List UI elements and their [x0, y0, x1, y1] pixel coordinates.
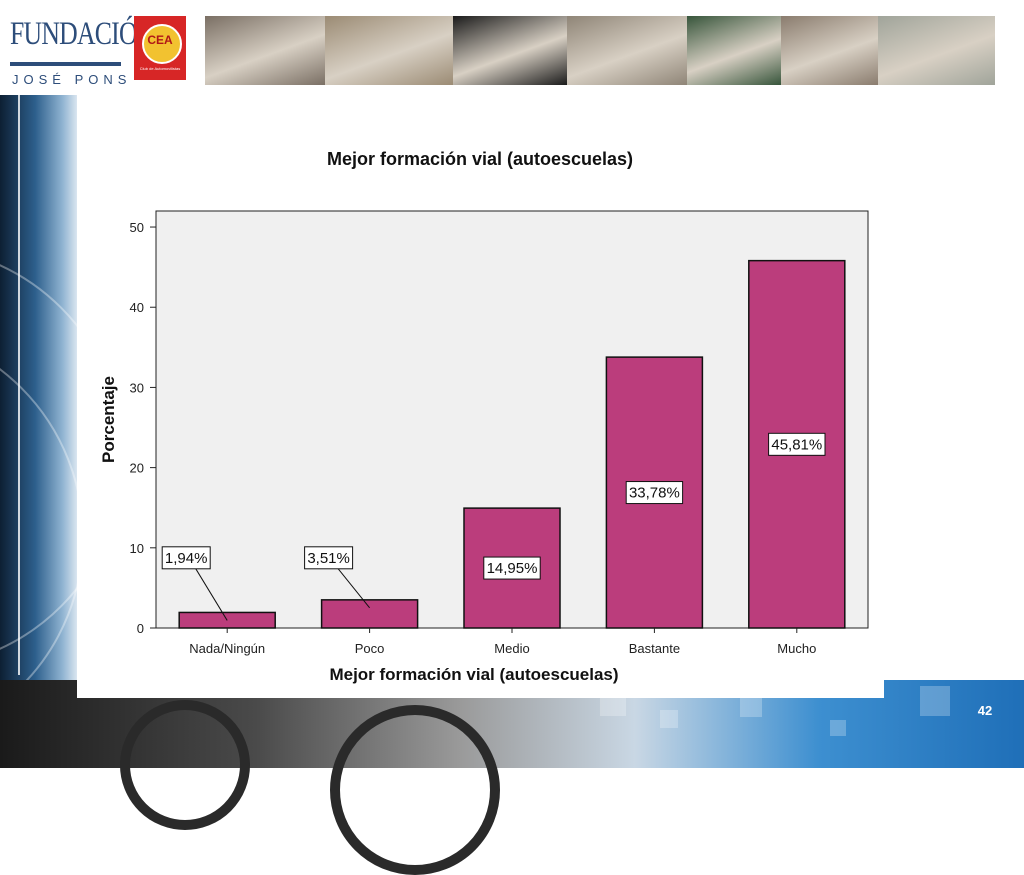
cyclists-photo	[567, 16, 687, 85]
chart-title: Mejor formación vial (autoescuelas)	[327, 149, 633, 169]
x-tick-label: Nada/Ningún	[189, 641, 265, 656]
x-tick-label: Medio	[494, 641, 529, 656]
data-label-box	[161, 546, 211, 570]
data-label: 45,81%	[771, 436, 822, 453]
y-tick-label: 20	[130, 461, 144, 476]
logo-line-2: JOSÉ PONS	[12, 72, 132, 87]
cea-emblem-icon	[142, 24, 182, 64]
y-tick-label: 30	[130, 380, 144, 395]
slide-content-panel: Mejor formación vial (autoescuelas) 0 10 20…	[77, 95, 884, 698]
data-label: 14,95%	[487, 560, 538, 577]
bar-chart: Mejor formación vial (autoescuelas) 0 10 20…	[99, 149, 869, 684]
road-mat-photo	[687, 16, 781, 85]
data-label-box	[768, 432, 826, 456]
data-label-leader-line	[195, 568, 228, 621]
students-photo	[781, 16, 878, 85]
y-tick-label: 40	[130, 300, 144, 315]
classroom-photo	[325, 16, 453, 85]
page-number: 42	[977, 703, 993, 718]
traffic-photo	[205, 16, 325, 85]
x-tick-label: Poco	[355, 641, 385, 656]
data-label-box	[625, 481, 684, 505]
data-label-leader-line	[337, 568, 370, 609]
crash-test-photo	[453, 16, 567, 85]
x-axis-label: Mejor formación vial (autoescuelas)	[329, 665, 618, 684]
header-photo-strip	[205, 16, 995, 85]
fundacion-jose-pons-logo: FUNDACIÓN JOSÉ PONS	[8, 14, 155, 87]
bar	[320, 599, 419, 629]
data-label-box	[304, 546, 354, 570]
y-tick-label: 0	[137, 621, 144, 636]
y-tick-label: 10	[130, 541, 144, 556]
data-label: 33,78%	[629, 485, 680, 502]
y-tick-label: 50	[130, 220, 144, 235]
data-label: 3,51%	[307, 550, 350, 567]
data-label-box	[483, 556, 541, 580]
y-axis-label: Porcentaje	[99, 376, 118, 463]
left-decorative-band	[0, 95, 124, 749]
logo-line-1: FUNDACIÓN	[10, 16, 155, 52]
cea-logo-sub: Club de Automovilistas	[139, 66, 181, 71]
police-officer-photo	[878, 16, 995, 85]
x-tick-label: Mucho	[777, 641, 816, 656]
cea-logo-text: CEA	[147, 33, 173, 47]
cea-logo: CEA Club de Automovilistas	[134, 16, 186, 80]
x-tick-label: Bastante	[629, 641, 680, 656]
data-label: 1,94%	[165, 550, 208, 567]
